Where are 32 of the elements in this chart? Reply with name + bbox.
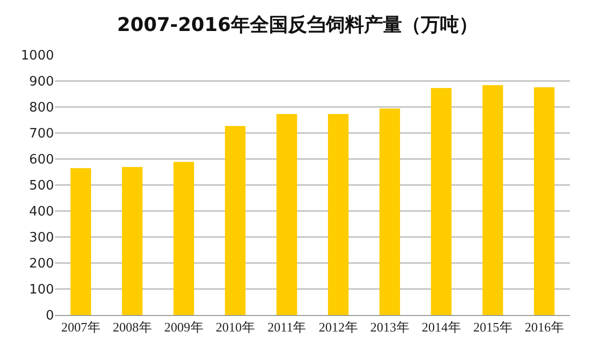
x-tick-label: 2011年 bbox=[267, 320, 306, 335]
bar bbox=[328, 114, 349, 315]
y-tick-label: 700 bbox=[29, 126, 54, 142]
x-tick-label: 2007年 bbox=[61, 320, 100, 335]
y-tick-label: 800 bbox=[29, 100, 54, 116]
x-tick-label: 2008年 bbox=[112, 320, 152, 335]
y-tick-label: 400 bbox=[29, 204, 54, 220]
x-tick-label: 2013年 bbox=[370, 320, 410, 335]
x-tick-label: 2016年 bbox=[524, 320, 564, 335]
x-tick-label: 2010年 bbox=[216, 320, 255, 335]
x-tick-label: 2014年 bbox=[422, 320, 461, 335]
y-tick-label: 0 bbox=[46, 308, 54, 324]
x-tick-label: 2015年 bbox=[473, 320, 512, 335]
x-tick-label: 2012年 bbox=[318, 320, 358, 335]
bar bbox=[430, 88, 452, 315]
x-tick-label: 2009年 bbox=[164, 320, 204, 335]
bar bbox=[534, 87, 555, 315]
bar bbox=[122, 167, 143, 315]
bar bbox=[224, 126, 246, 315]
y-tick-label: 300 bbox=[29, 230, 54, 246]
y-tick-label: 600 bbox=[29, 152, 54, 168]
bar bbox=[379, 108, 400, 315]
chart-title: 2007-2016年全国反刍饲料产量（万吨） bbox=[117, 14, 478, 36]
bar bbox=[482, 85, 504, 315]
bar bbox=[173, 162, 194, 315]
y-tick-label: 100 bbox=[29, 282, 54, 298]
bar bbox=[70, 168, 92, 315]
bar bbox=[276, 114, 298, 315]
y-tick-label: 1000 bbox=[20, 48, 54, 64]
y-tick-label: 200 bbox=[29, 256, 54, 272]
y-tick-label: 500 bbox=[29, 178, 54, 194]
y-tick-label: 900 bbox=[29, 74, 54, 90]
